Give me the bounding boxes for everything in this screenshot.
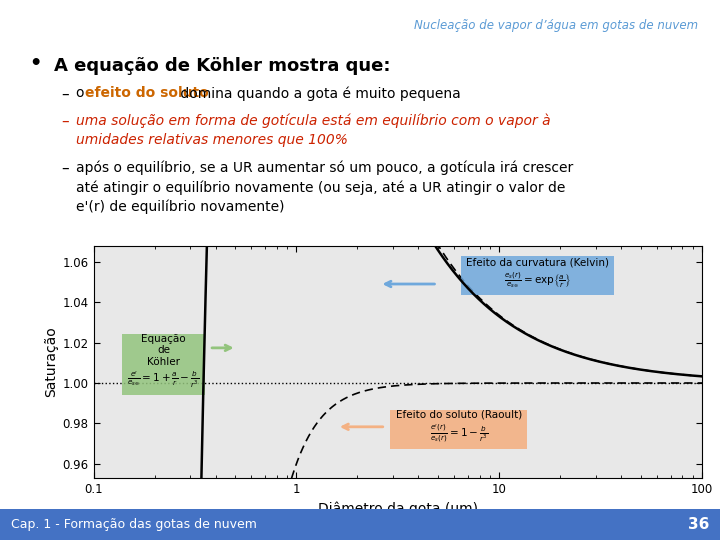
Text: efeito do soluto: efeito do soluto [85,86,209,100]
Text: Cap. 1 - Formação das gotas de nuvem: Cap. 1 - Formação das gotas de nuvem [11,518,256,531]
Text: –: – [61,86,69,102]
Text: Efeito da curvatura (Kelvin)
$\frac{e_s(r)}{e_{s\infty}} = \mathrm{exp}\left\{\f: Efeito da curvatura (Kelvin) $\frac{e_s(… [467,258,609,290]
Y-axis label: Saturação: Saturação [45,326,58,397]
Text: após o equilíbrio, se a UR aumentar só um pouco, a gotícula irá crescer: após o equilíbrio, se a UR aumentar só u… [76,161,573,176]
Text: Efeito do soluto (Raoult)
$\frac{e'(r)}{e_s(r)} = 1 - \frac{b}{r^3}$: Efeito do soluto (Raoult) $\frac{e'(r)}{… [395,409,522,444]
Text: –: – [61,113,69,129]
Text: 36: 36 [688,517,709,532]
X-axis label: Diâmetro da gota (μm): Diâmetro da gota (μm) [318,501,478,516]
Text: A equação de Köhler mostra que:: A equação de Köhler mostra que: [54,57,390,75]
Text: –: – [61,161,69,176]
Text: até atingir o equilíbrio novamente (ou seja, até a UR atingir o valor de: até atingir o equilíbrio novamente (ou s… [76,180,565,195]
Text: domina quando a gota é muito pequena: domina quando a gota é muito pequena [176,86,461,101]
Text: uma solução em forma de gotícula está em equilíbrio com o vapor à: uma solução em forma de gotícula está em… [76,113,550,128]
Text: •: • [29,54,41,73]
Text: o: o [76,86,89,100]
Text: e'(r) de equilíbrio novamente): e'(r) de equilíbrio novamente) [76,200,284,214]
Text: umidades relativas menores que 100%: umidades relativas menores que 100% [76,133,348,147]
Text: Equação
de
Köhler
$\frac{e'}{e_{s\infty}} = 1 + \frac{a}{r} - \frac{b}{r^3}$: Equação de Köhler $\frac{e'}{e_{s\infty}… [127,334,199,390]
Text: Nucleação de vapor d’água em gotas de nuvem: Nucleação de vapor d’água em gotas de nu… [414,19,698,32]
